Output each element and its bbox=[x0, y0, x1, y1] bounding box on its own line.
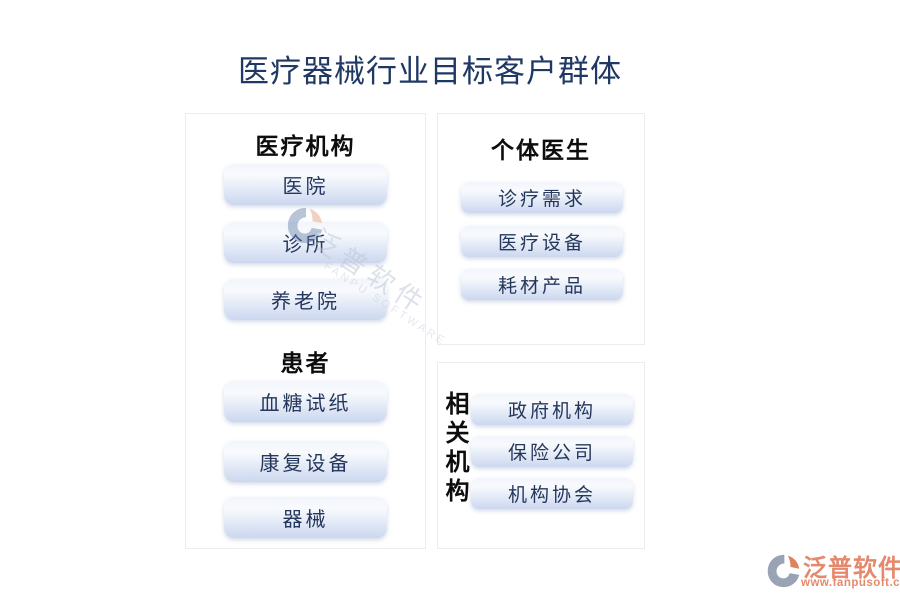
panel-medical-institutions-and-patients: 医疗机构 医院 诊所 养老院 患者 血糖试纸 康复设备 器械 bbox=[185, 113, 426, 549]
fanpu-logo-icon bbox=[767, 554, 800, 588]
item-clinic: 诊所 bbox=[224, 222, 387, 263]
item-instruments: 器械 bbox=[224, 497, 387, 538]
heading-medical-institutions: 医疗机构 bbox=[255, 134, 356, 159]
page-title: 医疗器械行业目标客户群体 bbox=[238, 54, 622, 89]
item-diagnosis-treatment-demand: 诊疗需求 bbox=[461, 182, 623, 213]
item-medical-equipment: 医疗设备 bbox=[461, 226, 623, 257]
item-blood-glucose-test-strip: 血糖试纸 bbox=[224, 381, 387, 422]
item-government-agency: 政府机构 bbox=[471, 394, 633, 425]
item-insurance-company: 保险公司 bbox=[471, 436, 633, 467]
heading-individual-doctors: 个体医生 bbox=[491, 138, 591, 163]
item-industry-association: 机构协会 bbox=[471, 478, 633, 509]
brand-url: www.fanpusoft.com bbox=[801, 577, 900, 589]
brand-logo: 泛普软件 www.fanpusoft.com bbox=[766, 548, 900, 596]
panel-related-institutions: 相关机构 政府机构 保险公司 机构协会 bbox=[437, 362, 645, 549]
heading-patients: 患者 bbox=[280, 351, 331, 376]
item-rehabilitation-equipment: 康复设备 bbox=[224, 441, 387, 482]
brand-name: 泛普软件 bbox=[803, 556, 900, 582]
item-hospital: 医院 bbox=[224, 164, 387, 205]
panel-individual-doctors: 个体医生 诊疗需求 医疗设备 耗材产品 bbox=[437, 113, 645, 345]
item-nursing-home: 养老院 bbox=[224, 279, 387, 320]
heading-related-institutions: 相关机构 bbox=[441, 391, 467, 507]
item-consumable-products: 耗材产品 bbox=[461, 269, 623, 300]
